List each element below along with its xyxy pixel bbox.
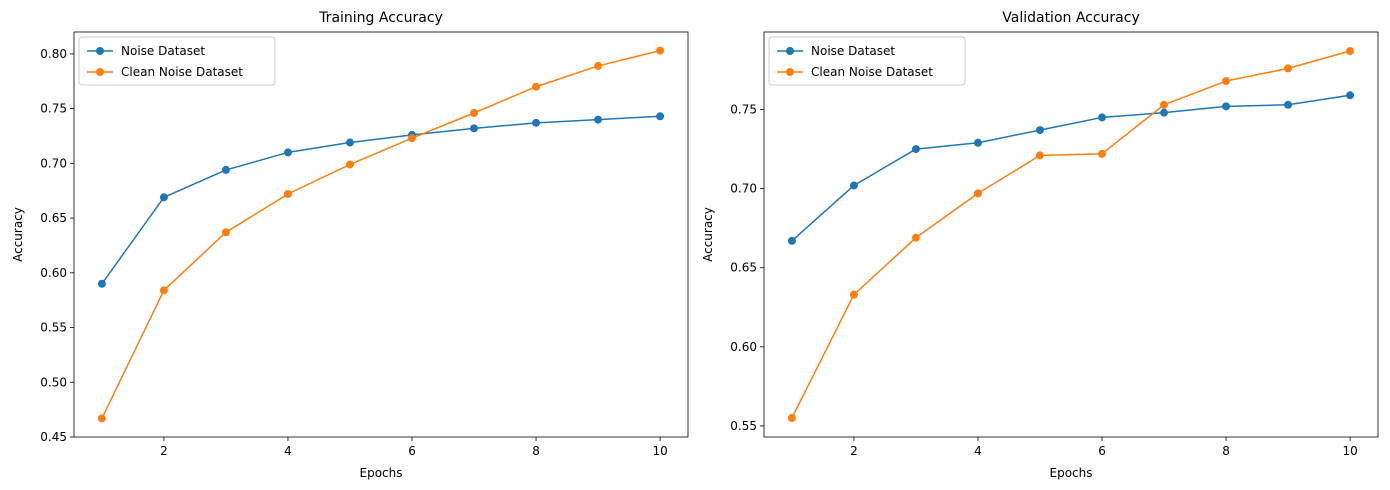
- x-tick-label: 10: [1342, 444, 1357, 458]
- legend-label: Noise Dataset: [811, 44, 895, 58]
- series-line-noise: [101, 115, 661, 285]
- data-point: [1222, 102, 1231, 111]
- y-tick-label: 0.60: [730, 340, 757, 354]
- y-tick-label: 0.60: [40, 266, 67, 280]
- data-point: [283, 148, 292, 157]
- data-point: [97, 279, 106, 288]
- data-point: [594, 61, 603, 70]
- data-point: [159, 286, 168, 295]
- plot-frame: [763, 31, 1379, 438]
- data-point: [1098, 149, 1107, 158]
- chart-title: Validation Accuracy: [1002, 10, 1140, 26]
- data-point: [470, 109, 479, 117]
- data-point: [911, 145, 920, 154]
- x-axis-label: Epochs: [1050, 466, 1093, 480]
- legend-swatch-marker: [96, 68, 104, 76]
- x-tick-label: 8: [532, 444, 540, 458]
- data-point: [1035, 126, 1044, 135]
- x-tick-label: 4: [284, 444, 292, 458]
- chart-title: Training Accuracy: [318, 10, 443, 26]
- x-tick-label: 8: [1222, 444, 1230, 458]
- legend-swatch-marker: [786, 47, 794, 55]
- legend-label: Clean Noise Dataset: [121, 65, 243, 79]
- y-tick-label: 0.70: [40, 156, 67, 170]
- legend-label: Clean Noise Dataset: [811, 65, 933, 79]
- y-axis-label: Accuracy: [11, 207, 25, 262]
- data-point: [97, 414, 106, 423]
- data-point: [408, 134, 417, 143]
- data-point: [470, 124, 479, 133]
- data-point: [1035, 151, 1044, 160]
- series-line-noise: [791, 94, 1351, 242]
- data-point: [345, 138, 354, 147]
- y-axis-label: Accuracy: [701, 207, 715, 262]
- data-point: [1098, 113, 1107, 122]
- data-point: [1284, 64, 1293, 73]
- x-tick-label: 2: [850, 444, 858, 458]
- legend-label: Noise Dataset: [121, 44, 205, 58]
- data-point: [159, 193, 168, 202]
- y-tick-label: 0.75: [40, 102, 67, 116]
- data-point: [911, 233, 920, 242]
- series-line-clean-noise: [791, 50, 1351, 419]
- y-tick-label: 0.65: [730, 261, 757, 275]
- data-point: [849, 181, 858, 190]
- y-tick-label: 0.65: [40, 211, 67, 225]
- y-tick-label: 0.80: [40, 47, 67, 61]
- data-point: [221, 228, 230, 237]
- data-point: [973, 138, 982, 147]
- y-tick-label: 0.55: [40, 321, 67, 335]
- data-point: [1346, 46, 1355, 55]
- data-point: [1346, 91, 1355, 100]
- x-tick-label: 6: [408, 444, 416, 458]
- legend-swatch-marker: [96, 47, 104, 55]
- data-point: [532, 118, 541, 127]
- y-tick-label: 0.45: [40, 430, 67, 444]
- data-point: [656, 46, 665, 55]
- data-point: [221, 165, 230, 174]
- legend-swatch-marker: [786, 68, 794, 76]
- x-tick-label: 4: [974, 444, 982, 458]
- data-point: [283, 190, 292, 198]
- x-tick-label: 6: [1098, 444, 1106, 458]
- y-tick-label: 0.55: [730, 419, 757, 433]
- chart-training-accuracy: Training Accuracy 2 4 6 8 10 0.45 0.50 0.55 0.60 0…: [11, 10, 689, 480]
- x-axis-label: Epochs: [360, 466, 403, 480]
- legend-box: [768, 36, 966, 86]
- y-tick-label: 0.75: [730, 103, 757, 117]
- x-tick-label: 2: [160, 444, 168, 458]
- x-tick-label: 10: [652, 444, 667, 458]
- data-point: [656, 112, 665, 121]
- data-point: [849, 290, 858, 299]
- y-tick-label: 0.50: [40, 375, 67, 389]
- data-point: [1284, 100, 1293, 109]
- data-point: [1160, 108, 1169, 117]
- plot-frame: [73, 31, 689, 438]
- series-line-clean-noise: [101, 49, 661, 419]
- data-point: [532, 82, 541, 91]
- legend-box: [78, 36, 276, 86]
- data-point: [345, 160, 354, 169]
- data-point: [973, 189, 982, 198]
- chart-validation-accuracy: Validation Accuracy 2 4 6 8 10 0.55 0.60 0.65 0.7…: [701, 10, 1379, 480]
- data-point: [787, 236, 796, 245]
- y-tick-label: 0.70: [730, 182, 757, 196]
- data-point: [594, 115, 603, 124]
- data-point: [1160, 100, 1169, 109]
- data-point: [787, 414, 796, 423]
- data-point: [1222, 77, 1231, 86]
